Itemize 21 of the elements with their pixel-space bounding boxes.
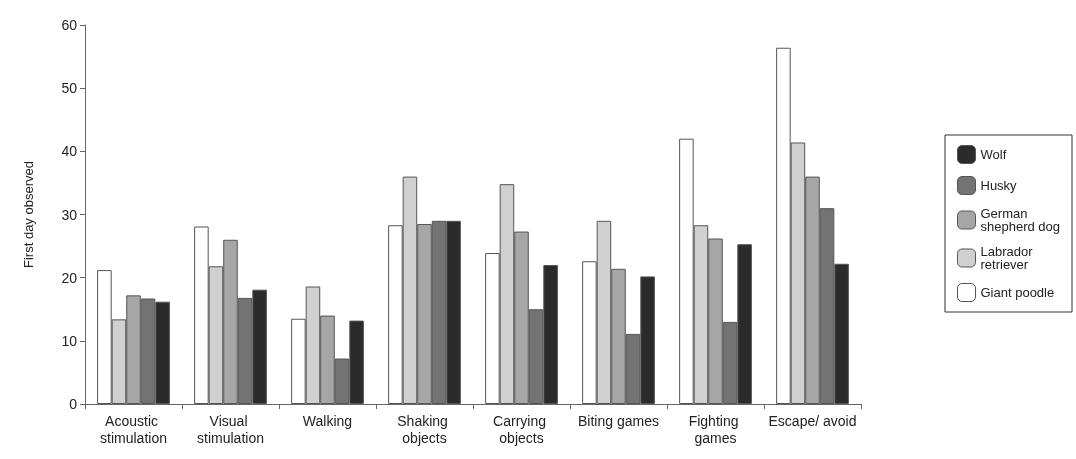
x-tick-label: Fighting games (688, 412, 743, 446)
y-tick-label: 10 (61, 332, 78, 349)
y-tick-label: 20 (61, 269, 78, 286)
y-tick-label: 50 (61, 80, 78, 97)
x-tick-label: Carrying objects (493, 412, 550, 446)
x-tick-label: Walking (302, 412, 353, 429)
x-tick-label: Visual stimulation (197, 412, 264, 446)
x-tick-label: Shaking objects (397, 412, 452, 446)
y-tick-label: 30 (61, 206, 78, 223)
legend-label: German shepherd dog (980, 206, 1060, 234)
y-tick-label: 40 (61, 143, 78, 160)
legend-label: Husky (980, 178, 1018, 193)
legend-label: Labrador retriever (980, 244, 1037, 272)
x-tick-label: Biting games (578, 412, 659, 429)
y-tick-label: 60 (61, 17, 78, 33)
legend-label: Giant poodle (980, 285, 1055, 300)
y-tick-label: 0 (69, 396, 78, 412)
x-tick-label: Acoustic stimulation (100, 412, 167, 446)
y-axis-title: First day observed (21, 161, 36, 268)
legend-label: Wolf (980, 147, 1007, 162)
x-tick-label: Escape/ avoid (768, 412, 857, 429)
